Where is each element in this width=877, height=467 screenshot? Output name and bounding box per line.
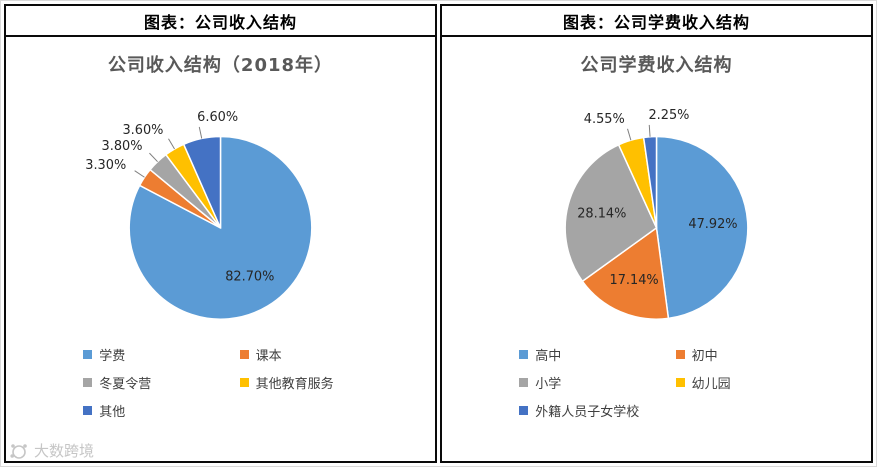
pie-data-label: 2.25% [648, 108, 689, 123]
label-leader-line [168, 138, 175, 150]
pie-slice-外籍人员子女学校 [642, 135, 658, 228]
panel-header: 图表：公司学费收入结构 [442, 6, 871, 37]
pie-data-label: 4.55% [584, 112, 625, 127]
legend-label: 冬夏令营 [99, 377, 152, 392]
legend-swatch [519, 378, 529, 387]
legend-label: 幼儿园 [691, 377, 731, 392]
legend-item-幼儿园: 幼儿园 [675, 373, 828, 392]
chart-title: 公司收入结构（2018年） [107, 55, 334, 76]
revenue-pie-chart: 82.70% 3.30% 3.80%3.60% 6.60% [85, 110, 313, 320]
pie-data-label: 47.92% [688, 217, 737, 232]
label-leader-line [149, 152, 158, 163]
label-leader-line [134, 170, 145, 178]
legend-swatch [675, 378, 685, 387]
revenue-chart-legend: 学费 课本冬夏令营 其他教育服务其他 [83, 345, 392, 420]
legend-swatch [83, 350, 93, 359]
pie-data-label: 3.30% [85, 158, 126, 173]
pie-data-label: 82.70% [225, 269, 274, 284]
legend-item-其他教育服务: 其他教育服务 [239, 373, 392, 392]
legend-item-其他: 其他 [83, 401, 235, 420]
pie-data-label: 3.80% [102, 139, 143, 154]
legend-item-课本: 课本 [239, 345, 392, 364]
panel-header-text: 图表：公司学费收入结构 [562, 12, 750, 32]
chart-title: 公司学费收入结构 [580, 55, 733, 76]
legend-item-小学: 小学 [519, 373, 671, 392]
legend-item-初中: 初中 [675, 345, 828, 364]
legend-item-高中: 高中 [519, 345, 671, 364]
panel-header-text: 图表：公司收入结构 [143, 12, 297, 32]
legend-label: 其他教育服务 [255, 377, 334, 392]
tuition-chart-legend: 高中 初中小学 幼儿园外籍人员子女学校 [519, 345, 828, 420]
legend-label: 其他 [99, 405, 126, 420]
legend-label: 外籍人员子女学校 [535, 405, 640, 420]
legend-swatch [675, 350, 685, 359]
legend-item-外籍人员子女学校: 外籍人员子女学校 [519, 401, 671, 420]
label-leader-line [627, 128, 632, 141]
panel-header: 图表：公司收入结构 [6, 6, 435, 37]
legend-swatch [83, 406, 93, 415]
legend-label: 高中 [535, 349, 562, 364]
tuition-pie-chart: 47.92% 17.14% 28.14% 4.55% 2.25% [564, 108, 749, 320]
pie-slice-其他 [182, 135, 222, 229]
label-leader-line [198, 126, 203, 139]
pie-slice-初中 [581, 226, 670, 320]
legend-label: 课本 [255, 349, 282, 364]
legend-label: 学费 [99, 349, 126, 364]
pie-data-label: 6.60% [197, 110, 238, 125]
label-leader-line [648, 124, 651, 137]
pie-data-label: 28.14% [577, 206, 626, 221]
legend-swatch [519, 350, 529, 359]
legend-item-冬夏令营: 冬夏令营 [83, 373, 235, 392]
legend-label: 初中 [691, 349, 718, 364]
legend-swatch [239, 350, 249, 359]
legend-swatch [239, 378, 249, 387]
legend-label: 小学 [535, 377, 562, 392]
revenue-structure-panel: 图表：公司收入结构 公司收入结构（2018年） 82.70% 3.30% 3.80%… [4, 4, 437, 463]
pie-slice-高中 [655, 135, 749, 320]
legend-item-学费: 学费 [83, 345, 235, 364]
pie-data-label: 3.60% [122, 123, 163, 138]
tuition-structure-panel: 图表：公司学费收入结构 公司学费收入结构 47.92% 17.14% 28.14% 4… [440, 4, 873, 463]
legend-swatch [519, 406, 529, 415]
pie-data-label: 17.14% [609, 273, 658, 288]
legend-swatch [83, 378, 93, 387]
